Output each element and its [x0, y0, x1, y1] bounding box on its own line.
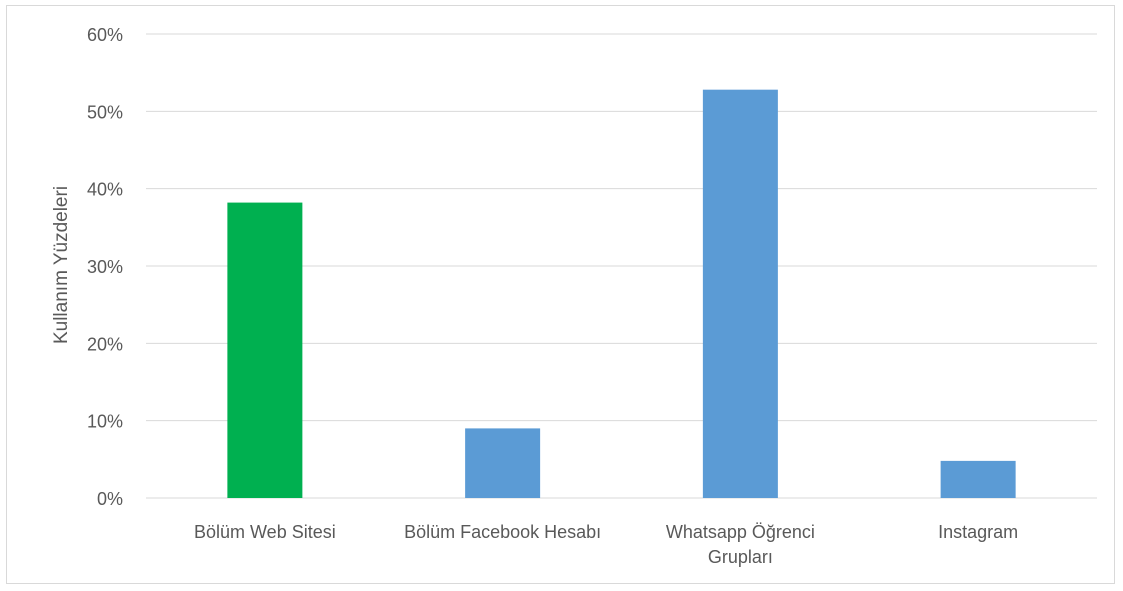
- bar: [227, 202, 303, 498]
- x-tick-label: Whatsapp Öğrenci Grupları: [666, 522, 815, 567]
- bar: [465, 428, 541, 498]
- x-tick-label: Bölüm Facebook Hesabı: [404, 522, 601, 542]
- y-axis-title: Kullanım Yüzdeleri: [51, 186, 72, 344]
- y-tick-label: 20%: [87, 334, 123, 354]
- chart-frame: [6, 5, 1115, 584]
- y-tick-label: 30%: [87, 257, 123, 277]
- y-tick-labels: 0% 10% 20% 30% 40% 50% 60%: [87, 25, 123, 509]
- gridlines: [146, 33, 1097, 499]
- bar: [702, 89, 778, 499]
- x-tick-labels: Bölüm Web Sitesi Bölüm Facebook Hesabı Wha…: [194, 522, 1018, 567]
- x-tick-label: Bölüm Web Sitesi: [194, 522, 336, 542]
- bar: [940, 460, 1016, 498]
- y-tick-label: 40%: [87, 180, 123, 200]
- y-tick-label: 60%: [87, 25, 123, 45]
- y-tick-label: 50%: [87, 102, 123, 122]
- x-tick-label: Instagram: [938, 522, 1018, 542]
- bars: [227, 89, 1016, 499]
- y-tick-label: 10%: [87, 412, 123, 432]
- y-tick-label: 0%: [97, 489, 123, 509]
